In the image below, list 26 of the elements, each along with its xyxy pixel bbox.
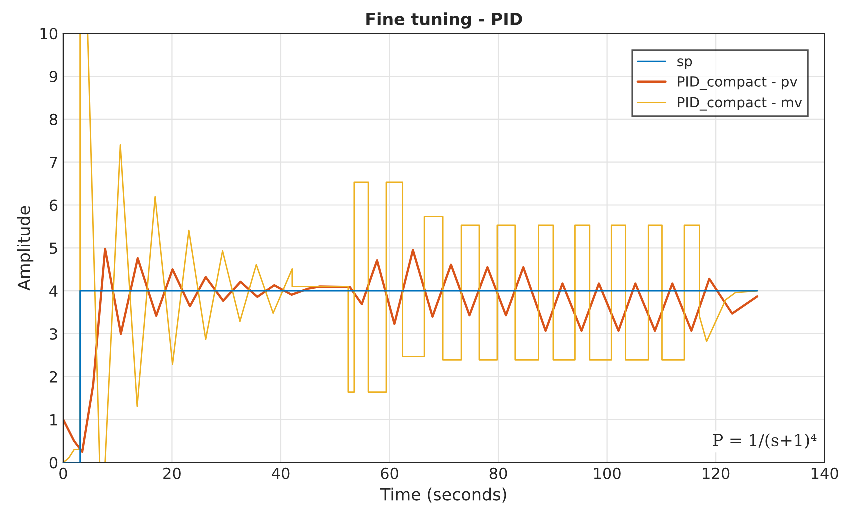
x-tick-label: 120 — [703, 468, 730, 480]
y-tick-label: 4 — [50, 286, 58, 297]
y-axis-title: Amplitude — [17, 206, 34, 291]
x-tick-label: 100 — [594, 468, 621, 480]
y-tick-label: 9 — [50, 70, 58, 83]
y-tick-label: 1 — [50, 414, 58, 426]
x-tick-label: 40 — [272, 468, 290, 480]
y-tick-label: 6 — [50, 200, 58, 212]
x-tick-label: 80 — [490, 468, 508, 480]
x-tick-label: 140 — [812, 468, 838, 480]
x-axis-title: Time (seconds) — [380, 488, 506, 503]
y-tick-label: 7 — [50, 157, 58, 168]
legend-label: PID_compact - pv — [678, 76, 798, 90]
annotation: P = 1/(s+1)⁴ — [713, 434, 817, 449]
legend-label: PID_compact - mv — [678, 97, 802, 111]
y-tick-label: 8 — [50, 114, 58, 126]
x-tick-label: 0 — [60, 468, 68, 480]
y-tick-label: 5 — [50, 242, 58, 254]
chart-title: Fine tuning - PID — [366, 12, 522, 29]
y-tick-label: 3 — [50, 328, 58, 340]
x-tick-label: 60 — [381, 468, 398, 480]
y-tick-label: 2 — [50, 371, 58, 383]
legend-label: sp — [678, 58, 692, 70]
y-tick-label: 0 — [50, 457, 58, 469]
y-tick-label: 10 — [40, 28, 58, 40]
x-tick-label: 20 — [164, 468, 181, 480]
